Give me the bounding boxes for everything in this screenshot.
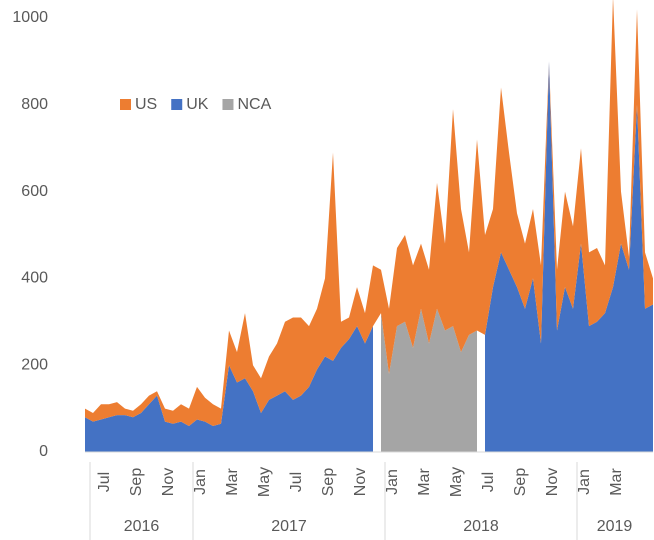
- x-tick-label: Jan: [192, 469, 209, 495]
- y-tick-label: 0: [39, 443, 48, 460]
- x-tick-label: Mar: [416, 468, 433, 496]
- x-tick-label: Mar: [608, 468, 625, 496]
- area-1: [85, 326, 373, 452]
- year-label: 2018: [463, 518, 499, 535]
- y-tick-label: 800: [21, 96, 48, 113]
- y-tick-label: 600: [21, 183, 48, 200]
- year-label: 2016: [124, 518, 160, 535]
- x-tick-label: Jul: [288, 472, 305, 492]
- x-tick-label: Sep: [512, 468, 529, 497]
- x-tick-label: Nov: [352, 468, 369, 496]
- x-tick-label: Nov: [544, 468, 561, 496]
- x-tick-label: Jan: [384, 469, 401, 495]
- y-tick-label: 200: [21, 356, 48, 373]
- year-label: 2019: [597, 518, 633, 535]
- legend-label: NCA: [237, 96, 271, 113]
- area-1: [485, 61, 653, 453]
- x-tick-label: Jul: [96, 472, 113, 492]
- x-tick-label: Jul: [480, 472, 497, 492]
- legend-label: UK: [186, 96, 209, 113]
- legend-swatch: [222, 99, 234, 110]
- area-2: [381, 308, 477, 452]
- x-tick-label: Jan: [576, 469, 593, 495]
- legend-swatch: [120, 99, 131, 110]
- x-tick-label: May: [256, 467, 273, 497]
- x-tick-label: Sep: [320, 468, 337, 497]
- legend-label: US: [135, 96, 157, 113]
- x-tick-label: May: [448, 467, 465, 497]
- legend-swatch: [171, 99, 183, 110]
- x-tick-label: Sep: [128, 468, 145, 497]
- year-label: 2017: [271, 518, 307, 535]
- y-tick-label: 1000: [12, 9, 48, 26]
- x-tick-label: Nov: [160, 468, 177, 496]
- x-tick-label: Mar: [224, 468, 241, 496]
- y-tick-label: 400: [21, 270, 48, 287]
